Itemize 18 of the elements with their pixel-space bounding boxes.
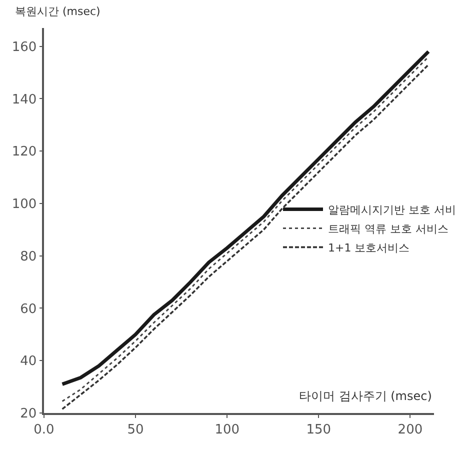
- y-tick-label: 20: [20, 406, 37, 422]
- y-tick-label: 100: [12, 197, 37, 212]
- x-tick-label: 200: [398, 422, 423, 438]
- legend-label: 1+1 보호서비스: [328, 241, 410, 254]
- x-tick-label: 150: [306, 422, 332, 438]
- y-tick-label: 120: [12, 144, 37, 160]
- x-tick-label: 100: [214, 422, 240, 438]
- y-tick-label: 60: [20, 302, 37, 317]
- x-axis-title: 타이머 검사주기 (msec): [299, 389, 432, 403]
- y-axis-title: 복원시간 (msec): [15, 5, 100, 18]
- y-tick-label: 140: [12, 92, 37, 108]
- legend-label: 트래픽 역류 보호 서비스: [328, 222, 448, 236]
- legend-label: 알람메시지기반 보호 서비: [328, 203, 456, 216]
- x-tick-label: 50: [127, 422, 144, 438]
- y-tick-label: 160: [12, 40, 37, 55]
- x-tick-label: 0.0: [34, 422, 54, 438]
- y-tick-label: 40: [20, 354, 37, 370]
- y-tick-label: 80: [20, 249, 37, 264]
